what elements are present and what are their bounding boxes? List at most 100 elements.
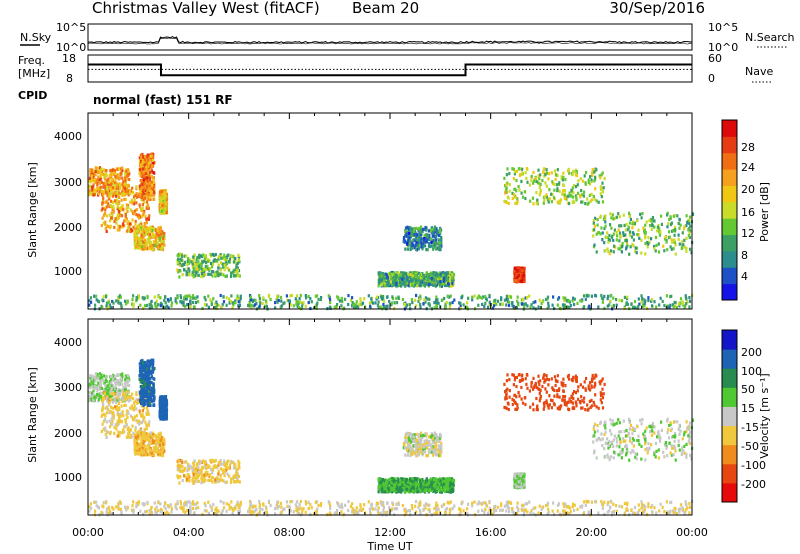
velocity-cell	[131, 392, 134, 396]
power-cell	[136, 236, 139, 240]
power-cell	[109, 203, 112, 207]
power-cell	[544, 173, 547, 177]
velocity-cell	[109, 378, 113, 382]
power-cell	[529, 199, 532, 203]
power-cell	[425, 232, 428, 237]
velocity-cell	[94, 375, 97, 379]
power-cell	[135, 208, 138, 212]
power-cell	[149, 190, 153, 194]
power-cell	[89, 170, 92, 174]
power-cell	[436, 232, 439, 236]
power-cell	[674, 228, 677, 232]
power-cell	[542, 201, 545, 205]
power-cell	[189, 295, 192, 300]
power-cell	[656, 229, 659, 233]
power-cell	[633, 221, 637, 225]
power-cell	[144, 304, 147, 308]
power-cell	[660, 214, 663, 218]
power-cell	[149, 165, 152, 169]
power-cell	[94, 303, 97, 307]
power-cell	[108, 213, 111, 217]
power-cell	[210, 302, 213, 307]
power-cell	[327, 294, 330, 298]
power-cell	[111, 178, 114, 182]
power-cell	[536, 198, 539, 202]
power-cell	[152, 170, 155, 175]
power-cell	[591, 167, 594, 172]
power-cell	[358, 302, 361, 307]
power-cell	[409, 242, 412, 247]
power-cell	[672, 304, 675, 309]
power-cell	[689, 215, 692, 219]
power-cell	[174, 297, 177, 301]
power-cell	[134, 227, 137, 231]
power-cell	[236, 294, 239, 298]
power-cell	[417, 247, 420, 251]
power-cell	[685, 224, 688, 228]
power-cell	[525, 296, 529, 300]
power-cell	[607, 294, 610, 298]
power-cell	[211, 252, 214, 257]
power-cell	[151, 243, 154, 247]
power-cell	[122, 208, 125, 212]
power-cell	[210, 253, 213, 257]
power-cell	[430, 237, 433, 241]
power-cell	[150, 235, 153, 239]
power-cell	[121, 176, 124, 180]
power-cell	[207, 305, 210, 309]
velocity-cell	[115, 427, 118, 431]
power-cell	[127, 173, 130, 177]
velocity-cell	[106, 399, 109, 404]
power-cell	[227, 260, 230, 264]
power-cell	[595, 168, 598, 172]
power-cell	[593, 228, 596, 232]
power-cell	[192, 267, 195, 271]
power-cell	[413, 233, 416, 237]
power-cell	[94, 180, 97, 185]
velocity-cell	[135, 418, 138, 423]
power-cell	[93, 294, 96, 298]
power-cell	[612, 238, 615, 242]
power-cell	[427, 229, 430, 233]
power-cell	[162, 202, 165, 206]
power-cell	[99, 178, 102, 182]
velocity-cell	[98, 397, 101, 402]
power-cell	[105, 200, 108, 204]
power-cell	[412, 243, 415, 247]
power-cell	[236, 270, 239, 274]
power-cell	[368, 301, 371, 305]
power-cell	[377, 300, 380, 304]
power-ytick-2000: 2000	[54, 221, 82, 234]
power-cell	[153, 295, 156, 299]
power-cell	[216, 303, 219, 307]
power-cell	[145, 221, 148, 225]
power-cell	[110, 191, 113, 195]
velocity-cell	[91, 374, 94, 378]
power-cell	[93, 189, 96, 193]
power-cell	[296, 304, 299, 308]
velocity-cell	[110, 383, 113, 388]
velocity-cell	[121, 399, 124, 403]
power-cell	[104, 177, 107, 181]
power-cell	[552, 196, 556, 200]
power-cell	[111, 168, 114, 172]
power-cell	[196, 255, 199, 260]
power-cell	[98, 166, 102, 170]
power-cell	[198, 253, 201, 257]
power-cell	[407, 227, 410, 231]
power-cell	[131, 201, 134, 205]
power-cell	[526, 304, 529, 308]
power-cell	[102, 172, 105, 176]
power-cell	[144, 214, 147, 218]
power-cell	[149, 242, 152, 246]
power-cell	[632, 220, 635, 224]
power-cell	[206, 264, 209, 268]
power-cell	[545, 168, 548, 172]
power-cell	[140, 236, 143, 240]
power-cell	[189, 305, 192, 309]
power-cell	[524, 171, 527, 175]
power-cell	[142, 191, 145, 195]
power-cell	[517, 274, 520, 278]
power-cell	[295, 299, 298, 303]
power-cell	[159, 304, 162, 308]
